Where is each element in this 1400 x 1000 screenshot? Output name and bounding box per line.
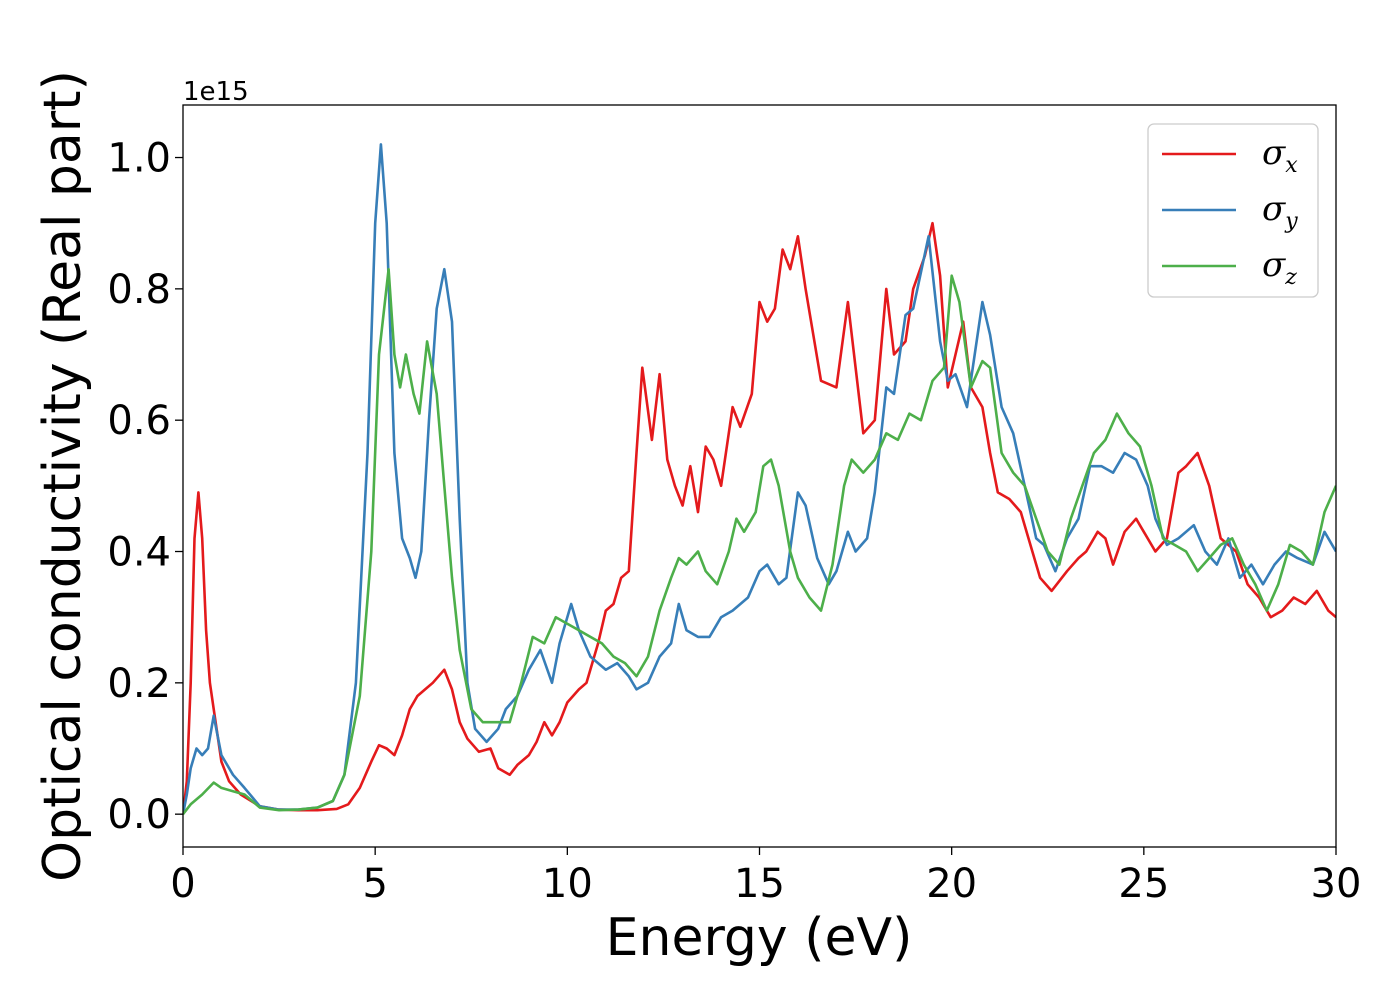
series-line-x <box>183 221 1336 815</box>
x-tick-label: 20 <box>926 861 977 907</box>
y-axis-ticks: 0.0 0.2 0.4 0.6 0.8 1.0 <box>107 136 183 838</box>
x-tick-label: 15 <box>734 861 785 907</box>
x-tick-label: 25 <box>1118 861 1169 907</box>
x-axis-label: Energy (eV) <box>606 908 913 968</box>
y-tick-label: 1.0 <box>107 136 171 182</box>
series-line-y <box>183 143 1336 815</box>
x-tick-label: 30 <box>1311 861 1362 907</box>
x-tick-label: 0 <box>170 861 195 907</box>
x-axis-ticks: 0 5 10 15 20 25 30 <box>170 847 1361 907</box>
series-line-z <box>183 267 1336 815</box>
y-tick-label: 0.0 <box>107 792 171 838</box>
series-layer <box>183 143 1336 815</box>
y-tick-label: 0.4 <box>107 530 171 576</box>
y-offset-label: 1e15 <box>183 77 249 107</box>
y-axis-label: Optical conductivity (Real part) <box>33 70 93 882</box>
y-tick-label: 0.2 <box>107 661 171 707</box>
x-tick-label: 5 <box>362 861 387 907</box>
y-tick-label: 0.8 <box>107 267 171 313</box>
x-tick-label: 10 <box>542 861 593 907</box>
y-tick-label: 0.6 <box>107 398 171 444</box>
